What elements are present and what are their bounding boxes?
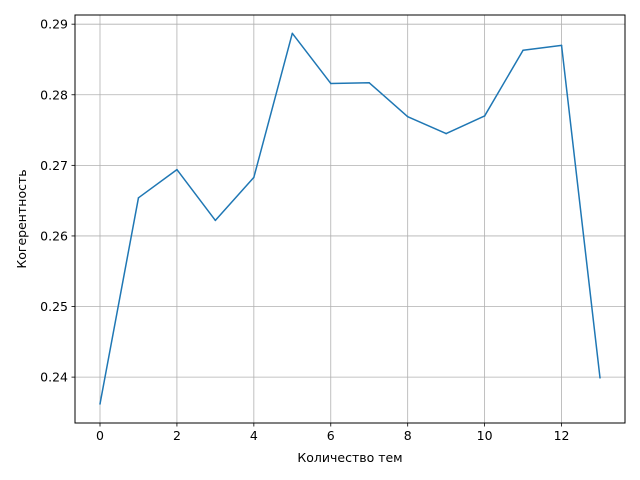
x-tick-label: 0 <box>96 428 104 443</box>
data-point <box>406 115 409 118</box>
data-point <box>522 49 524 52</box>
x-tick-label: 2 <box>173 428 181 443</box>
y-tick-label: 0.27 <box>40 158 68 173</box>
x-tick-label: 10 <box>477 428 493 443</box>
x-tick-label: 8 <box>404 428 412 443</box>
data-point <box>253 176 255 179</box>
data-point <box>214 219 217 222</box>
y-tick-label: 0.25 <box>40 299 68 314</box>
data-point <box>137 197 140 199</box>
y-tick-label: 0.24 <box>40 370 68 385</box>
data-point <box>599 377 601 379</box>
plot-frame <box>74 14 626 424</box>
x-tick-label: 6 <box>327 428 335 443</box>
x-axis-label: Количество тем <box>297 450 402 465</box>
data-point <box>176 168 178 171</box>
data-point <box>445 132 447 135</box>
data-point <box>330 82 332 85</box>
x-tick-label: 4 <box>250 428 258 443</box>
y-axis-label: Когерентность <box>14 169 29 268</box>
grid <box>75 15 625 423</box>
series-line <box>99 32 601 405</box>
x-tick-label: 12 <box>554 428 570 443</box>
data-point <box>368 82 370 84</box>
y-tick-label: 0.26 <box>40 228 68 243</box>
data-point <box>560 44 563 47</box>
y-tick-label: 0.29 <box>40 17 68 32</box>
data-point <box>99 403 101 405</box>
ticks: 0 2 4 6 8 10 12 0.24 0.25 0.26 0.27 0.28 0.29 <box>40 17 569 443</box>
data-point <box>483 115 486 117</box>
y-tick-label: 0.28 <box>40 87 68 102</box>
data-point <box>291 32 294 35</box>
series-layer <box>99 32 601 405</box>
